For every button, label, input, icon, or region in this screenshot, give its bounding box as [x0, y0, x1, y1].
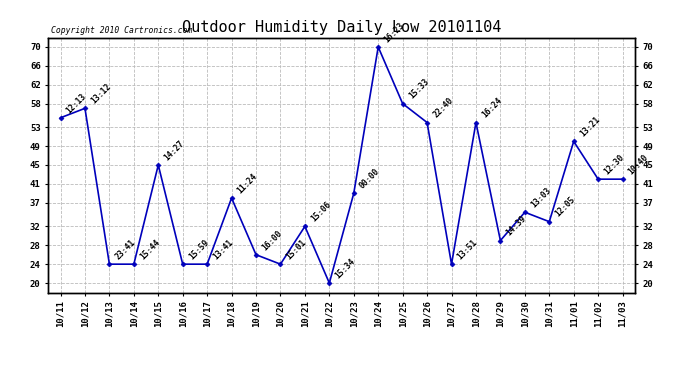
Text: 23:41: 23:41	[114, 238, 137, 261]
Text: 12:13: 12:13	[65, 92, 88, 115]
Text: 13:03: 13:03	[529, 186, 553, 210]
Text: 14:27: 14:27	[162, 139, 186, 162]
Text: 12:05: 12:05	[553, 195, 577, 219]
Text: 00:00: 00:00	[358, 167, 382, 190]
Text: 15:59: 15:59	[187, 238, 210, 261]
Text: 13:41: 13:41	[211, 238, 235, 261]
Text: 22:40: 22:40	[431, 96, 455, 120]
Text: 16:00: 16:00	[260, 228, 284, 252]
Text: 16:23: 16:23	[382, 21, 406, 44]
Text: 15:34: 15:34	[333, 256, 357, 280]
Text: 15:06: 15:06	[309, 200, 333, 223]
Text: 13:51: 13:51	[455, 238, 480, 261]
Title: Outdoor Humidity Daily Low 20101104: Outdoor Humidity Daily Low 20101104	[182, 20, 501, 35]
Text: 14:39: 14:39	[504, 214, 528, 238]
Text: 15:01: 15:01	[284, 238, 308, 261]
Text: 10:40: 10:40	[627, 153, 651, 176]
Text: 13:12: 13:12	[89, 82, 112, 105]
Text: 11:24: 11:24	[236, 172, 259, 195]
Text: 15:44: 15:44	[138, 238, 161, 261]
Text: 16:24: 16:24	[480, 96, 504, 120]
Text: 12:30: 12:30	[602, 153, 626, 176]
Text: 15:33: 15:33	[407, 77, 431, 101]
Text: 13:21: 13:21	[578, 115, 602, 139]
Text: Copyright 2010 Cartronics.com: Copyright 2010 Cartronics.com	[51, 26, 193, 35]
